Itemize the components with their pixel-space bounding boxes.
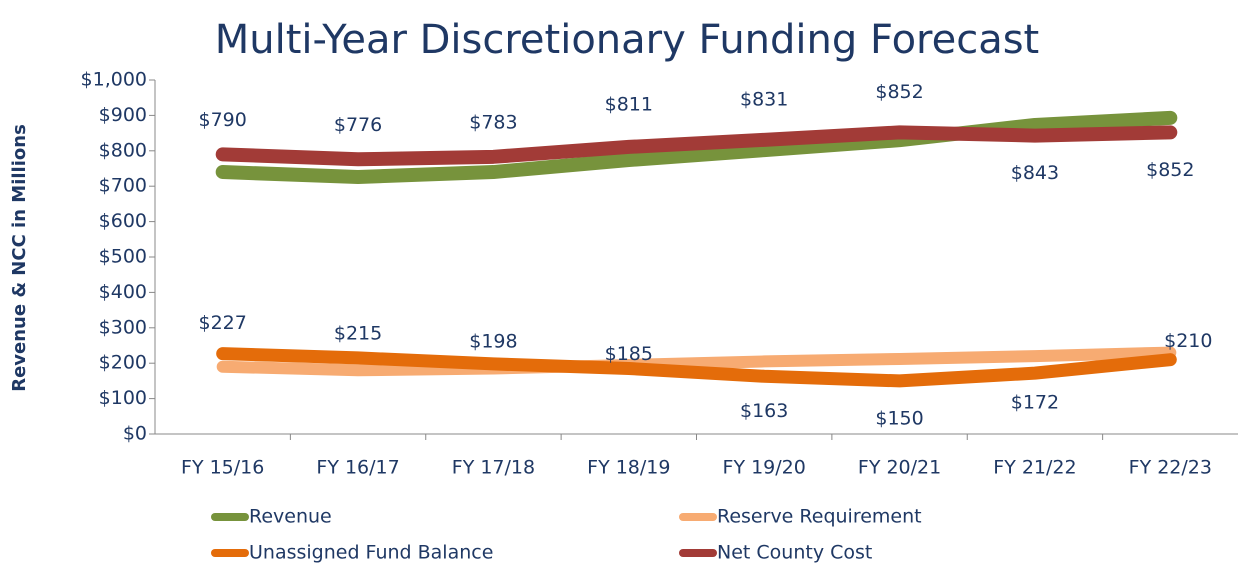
data-label: $831: [740, 88, 788, 110]
y-tick-label: $500: [99, 246, 147, 268]
y-tick-label: $200: [99, 352, 147, 374]
data-label: $163: [740, 400, 788, 422]
data-label: $852: [1146, 159, 1194, 181]
data-label: $783: [469, 111, 517, 133]
x-tick-label: FY 21/22: [993, 457, 1076, 479]
y-tick-label: $1,000: [81, 69, 147, 91]
x-tick-label: FY 19/20: [723, 457, 806, 479]
data-label: $185: [605, 343, 653, 365]
x-tick-label: FY 20/21: [858, 457, 941, 479]
data-label: $776: [334, 114, 382, 136]
data-label: $790: [199, 109, 247, 131]
data-label: $172: [1011, 392, 1059, 414]
y-tick-label: $400: [99, 281, 147, 303]
data-label: $852: [875, 81, 923, 103]
y-tick-label: $600: [99, 210, 147, 232]
x-tick-label: FY 18/19: [587, 457, 670, 479]
y-tick-label: $900: [99, 104, 147, 126]
y-axis-label: Revenue & NCC in Millions: [9, 124, 30, 392]
data-label: $150: [875, 407, 923, 429]
legend-label: Revenue: [249, 506, 332, 528]
data-label: $227: [199, 312, 247, 334]
chart-title: Multi-Year Discretionary Funding Forecas…: [215, 17, 1040, 63]
series-line: [216, 347, 1177, 388]
y-tick-label: $800: [99, 139, 147, 161]
data-label: $843: [1011, 162, 1059, 184]
data-label: $198: [469, 330, 517, 352]
y-tick-label: $700: [99, 175, 147, 197]
data-label: $811: [605, 93, 653, 115]
series-line: [215, 125, 1178, 167]
legend-label: Reserve Requirement: [717, 506, 922, 528]
data-label: $215: [334, 322, 382, 344]
x-tick-label: FY 16/17: [316, 457, 399, 479]
legend-label: Unassigned Fund Balance: [249, 542, 493, 564]
x-tick-label: FY 17/18: [452, 457, 535, 479]
x-tick-label: FY 22/23: [1129, 457, 1212, 479]
legend-label: Net County Cost: [717, 542, 872, 564]
series-line: [215, 110, 1178, 184]
y-tick-label: $300: [99, 316, 147, 338]
y-tick-label: $100: [99, 387, 147, 409]
series-line: [216, 346, 1177, 377]
x-tick-label: FY 15/16: [181, 457, 264, 479]
y-tick-label: $0: [123, 423, 147, 445]
data-label: $210: [1164, 330, 1212, 352]
